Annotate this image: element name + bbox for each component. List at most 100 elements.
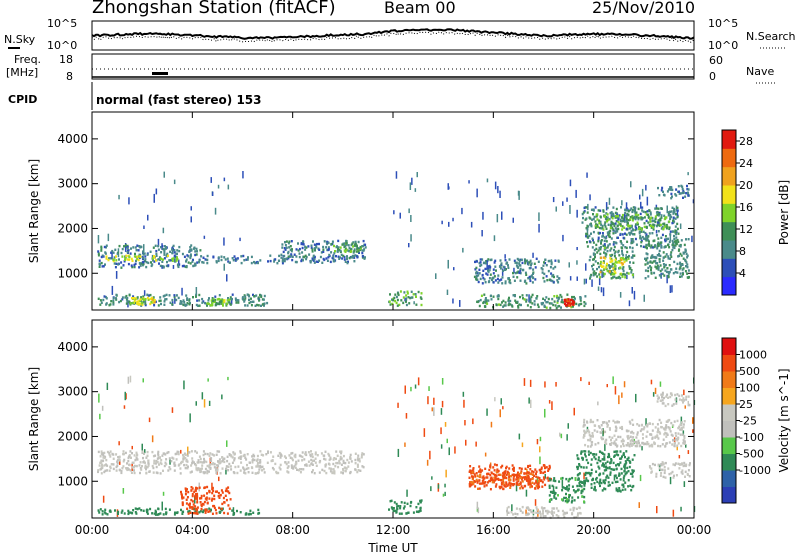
patch-cell-8	[587, 479, 590, 483]
patch-cell-0	[100, 472, 103, 475]
scatter-cell	[676, 446, 678, 451]
patch-cell-9	[476, 260, 478, 263]
patch-cell-9	[501, 282, 504, 285]
patch-cell-16	[679, 263, 682, 266]
patch-cell-17	[679, 192, 682, 195]
patch-cell-1	[120, 511, 123, 514]
patch-cell-4	[508, 467, 511, 470]
patch-cell-16	[662, 263, 665, 266]
patch-cell-0	[279, 463, 282, 467]
patch-cell-5	[518, 472, 521, 476]
patch-cell-10	[514, 294, 516, 298]
patch-cell-0	[221, 467, 224, 470]
patch-cell-9	[657, 437, 660, 440]
patch-cell-2	[352, 256, 354, 259]
patch-cell-10	[501, 301, 503, 304]
patch-cell-7	[567, 489, 570, 492]
patch-cell-12	[652, 223, 655, 226]
patch-cell-12	[610, 211, 613, 214]
patch-cell-0	[251, 455, 254, 458]
patch-cell-5	[112, 299, 115, 302]
patch-cell-12	[614, 227, 617, 230]
patch-cell-12	[622, 244, 625, 247]
patch-cell-0	[280, 453, 282, 457]
patch-cell-8	[603, 481, 606, 485]
patch-cell-12	[615, 212, 618, 215]
patch-cell-7	[550, 498, 553, 501]
patch-cell-0	[151, 464, 154, 468]
patch-cell-2	[259, 259, 262, 262]
patch-cell-11	[661, 399, 664, 402]
patch-cell-9	[479, 264, 482, 268]
patch-cell-0	[328, 463, 331, 466]
patch-cell-2	[212, 255, 215, 258]
patch-cell-12	[608, 232, 611, 235]
patch-cell-0	[218, 462, 221, 465]
patch-cell-0	[169, 250, 172, 253]
patch-cell-4	[511, 473, 514, 477]
patch-cell-5	[192, 296, 194, 299]
patch-cell-8	[394, 299, 397, 303]
patch-cell-7	[229, 303, 232, 306]
patch-cell-0	[184, 466, 187, 470]
patch-cell-9	[584, 443, 587, 447]
patch-cell-1	[136, 255, 139, 259]
patch-cell-9	[632, 423, 635, 426]
patch-cell-0	[206, 469, 209, 473]
patch-cell-9	[622, 439, 625, 443]
patch-cell-7	[564, 499, 567, 503]
patch-cell-9	[546, 279, 549, 282]
patch-cell-2	[318, 259, 321, 262]
patch-cell-10	[552, 303, 555, 307]
patch-cell-9	[586, 420, 588, 423]
patch-cell-9	[524, 262, 527, 265]
patch-cell-9	[613, 434, 616, 437]
patch-cell-0	[157, 248, 160, 251]
patch-cell-0	[189, 262, 192, 265]
patch-cell-16	[679, 252, 682, 256]
patch-cell-0	[154, 244, 157, 247]
patch-cell-16	[646, 256, 649, 260]
patch-cell-8	[412, 293, 415, 296]
patch-cell-7	[561, 476, 564, 480]
patch-cell-7	[216, 298, 219, 301]
patch-cell-13	[611, 226, 614, 229]
patch-cell-0	[274, 462, 277, 466]
patch-cell-9	[554, 259, 557, 262]
patch-cell-14	[606, 249, 609, 253]
patch-cell-8	[616, 480, 619, 483]
patch-cell-13	[647, 215, 650, 218]
patch-cell-0	[304, 464, 307, 467]
patch-cell-0	[239, 451, 242, 454]
patch-cell-3	[314, 248, 316, 251]
patch-cell-4	[336, 245, 338, 248]
patch-cell-5	[140, 304, 143, 307]
patch-cell-0	[135, 464, 138, 468]
patch-cell-1	[187, 510, 190, 513]
scatter-cell	[414, 188, 417, 192]
patch-cell-10	[570, 305, 573, 309]
patch-cell-8	[596, 480, 599, 484]
patch-cell-10	[499, 303, 502, 307]
patch-cell-0	[163, 251, 166, 254]
scatter-cell	[626, 274, 628, 280]
patch-cell-0	[157, 453, 160, 457]
patch-cell-9	[583, 423, 586, 427]
patch-cell-2	[189, 502, 191, 505]
patch-cell-14	[626, 250, 629, 254]
scatter-cell	[444, 483, 446, 488]
scatter-cell	[397, 402, 399, 408]
patch-cell-5	[248, 301, 251, 305]
patch-cell-15	[621, 262, 624, 265]
patch-cell-1	[127, 511, 130, 514]
patch-cell-10	[662, 462, 665, 465]
colorbar-tick-label: 16	[739, 201, 753, 214]
patch-cell-10	[561, 298, 564, 302]
patch-cell-9	[629, 422, 632, 425]
patch-cell-9	[642, 428, 645, 431]
patch-cell-0	[129, 469, 132, 472]
patch-cell-3	[419, 501, 422, 504]
patch-cell-16	[645, 259, 648, 262]
patch-cell-0	[312, 469, 314, 472]
patch-cell-16	[672, 246, 675, 249]
